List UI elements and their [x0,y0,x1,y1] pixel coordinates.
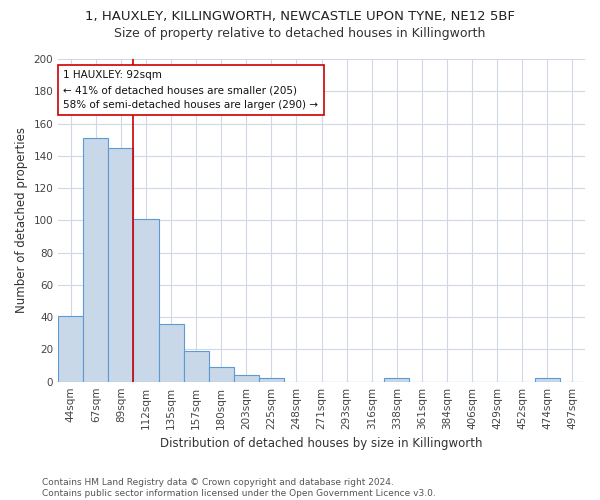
Text: 1 HAUXLEY: 92sqm
← 41% of detached houses are smaller (205)
58% of semi-detached: 1 HAUXLEY: 92sqm ← 41% of detached house… [64,70,319,110]
Text: Contains HM Land Registry data © Crown copyright and database right 2024.
Contai: Contains HM Land Registry data © Crown c… [42,478,436,498]
Text: 1, HAUXLEY, KILLINGWORTH, NEWCASTLE UPON TYNE, NE12 5BF: 1, HAUXLEY, KILLINGWORTH, NEWCASTLE UPON… [85,10,515,23]
Bar [385,378,409,382]
Bar [109,148,133,382]
Bar [535,378,560,382]
Bar [158,324,184,382]
Bar [58,316,83,382]
Bar [209,367,234,382]
Bar [83,138,109,382]
X-axis label: Distribution of detached houses by size in Killingworth: Distribution of detached houses by size … [160,437,483,450]
Bar [184,351,209,382]
Text: Size of property relative to detached houses in Killingworth: Size of property relative to detached ho… [115,28,485,40]
Y-axis label: Number of detached properties: Number of detached properties [15,128,28,314]
Bar [234,375,259,382]
Bar [133,218,158,382]
Bar [259,378,284,382]
